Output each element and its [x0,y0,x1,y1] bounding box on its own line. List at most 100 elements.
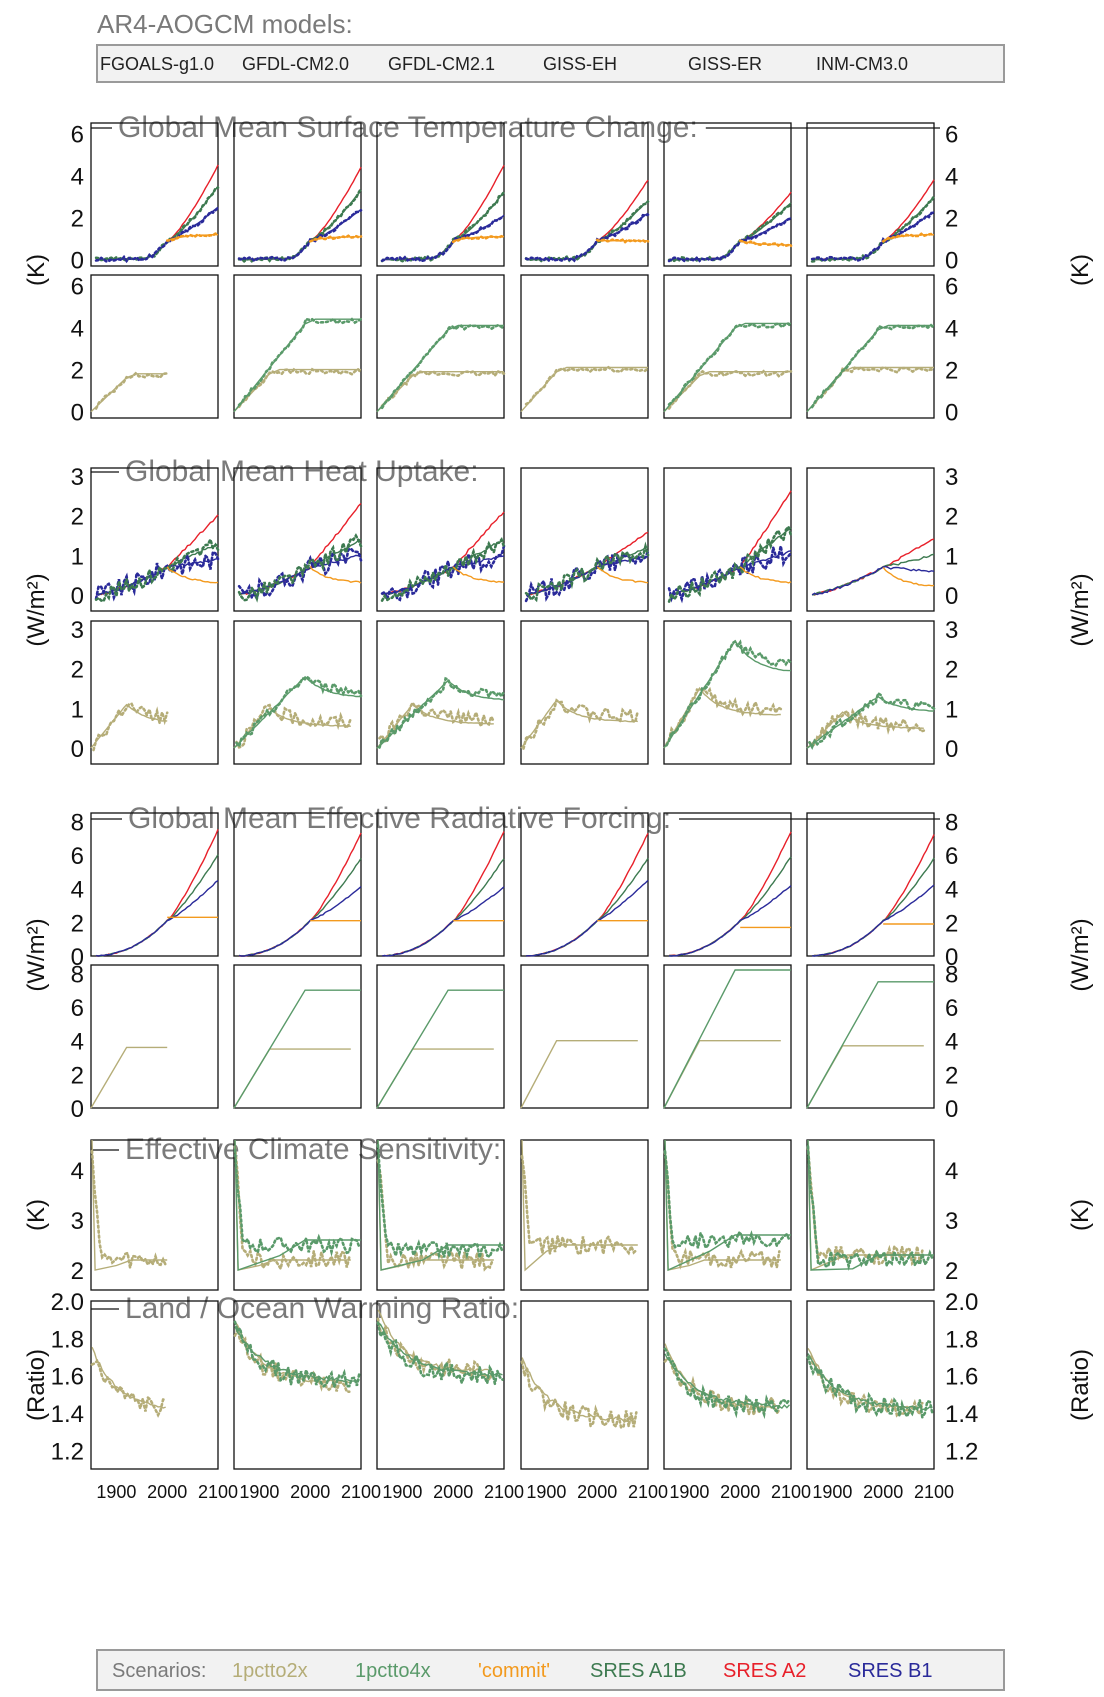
x-tick: 2000 [577,1482,617,1502]
1pctto4x-dotted [376,1143,504,1261]
y-tick-right: 0 [945,400,958,427]
panel-frame [806,620,935,765]
sres-b1-dotted [380,544,506,603]
y-tick-left: 1 [71,543,84,570]
model-name: GISS-ER [688,54,762,74]
panel [376,620,506,765]
1pctto2x-dotted [90,1149,167,1268]
section-title: Global Mean Surface Temperature Change: [118,111,698,144]
section-title: Effective Climate Sensitivity: [125,1133,501,1166]
1pctto2x-dotted [380,369,506,408]
1pctto2x-dotted [520,1154,638,1256]
panel [90,122,220,267]
1pctto2x-line [90,1046,168,1109]
panel-frame [806,964,935,1109]
panel [376,467,506,612]
y-tick-right: 6 [945,274,958,301]
sres-b1-line [95,880,219,957]
sres-b1-dotted [94,206,220,264]
commit-dotted [451,234,506,244]
1pctto4x-dotted [806,1355,934,1421]
y-tick-left: 4 [71,1029,84,1056]
y-tick-right: 3 [945,617,958,644]
panel [90,467,220,612]
panel [806,122,936,267]
panel [90,1139,219,1291]
panel [90,964,219,1109]
sres-a2-line [239,832,362,957]
legend-item: SRES A2 [723,1660,806,1682]
legend-item: 1pctto4x [355,1660,431,1682]
sres-b1-line [382,555,505,595]
sres-a2-line [669,831,792,957]
panel-frame [663,964,792,1109]
legend-item: 1pctto2x [232,1660,308,1682]
section-title: Land / Ocean Warming Ratio: [125,1292,519,1325]
y-tick-left: 3 [71,464,84,491]
panel-frame [806,274,935,419]
panel-frame [520,1300,649,1470]
sres-b1-line [525,555,649,597]
legend-items: 1pctto2x 1pctto4x 'commit' SRES A1B SRES A2 S… [232,1660,932,1682]
panel [233,964,362,1109]
model-name: GFDL-CM2.0 [242,54,349,74]
y-tick-right: 4 [945,1158,958,1185]
panel [233,812,362,957]
y-tick-right: 1.6 [945,1364,978,1391]
panel-frame [806,467,935,612]
y-tick-right: 6 [945,122,958,149]
panel-frame [376,1300,505,1470]
sres-a2-line [382,831,505,957]
1pctto2x-line [664,1139,781,1271]
sres-b1-line [238,886,362,957]
panel [520,1300,649,1470]
1pctto4x-line [664,1139,791,1272]
panel-frame [233,274,362,419]
sres-a1b-dotted [380,537,506,602]
panels [90,122,936,1470]
panel-frame [233,1300,362,1470]
x-tick: 2100 [771,1482,811,1502]
1pctto4x-line [233,989,361,1109]
y-label-left: (W/m²) [23,573,50,646]
x-tick: 2100 [484,1482,524,1502]
y-tick-right: 6 [945,843,958,870]
panel [663,1300,792,1470]
x-tick: 2000 [863,1482,903,1502]
y-tick-right: 4 [945,1029,958,1056]
y-tick-left: 8 [71,809,84,836]
y-tick-right: 4 [945,164,958,191]
x-tick: 2100 [341,1482,381,1502]
y-tick-right: 0 [945,736,958,763]
1pctto4x-dotted [237,317,363,407]
y-tick-left: 8 [71,961,84,988]
y-tick-left: 2 [71,910,84,937]
sres-a1b-dotted [667,523,793,603]
y-tick-left: 2 [71,504,84,531]
y-tick-left: 6 [71,274,84,301]
panel-frame [663,122,792,267]
y-tick-right: 6 [945,995,958,1022]
panel [663,274,793,419]
y-tick-left: 6 [71,995,84,1022]
panel [806,812,935,957]
panel-frame [806,812,935,957]
1pctto2x-dotted [806,1146,924,1267]
y-tick-left: 4 [71,316,84,343]
model-name: INM-CM3.0 [816,54,908,74]
x-tick-labels: 1900 2000 2100 1900 2000 2100 1900 2000 2100 1900… [96,1482,954,1502]
x-tick: 1900 [526,1482,566,1502]
y-tick-left: 0 [71,944,84,971]
panel-frame [806,1300,935,1470]
y-label-right: (W/m²) [1067,918,1094,991]
sres-a2-line [526,179,649,261]
model-name: FGOALS-g1.0 [100,54,214,74]
x-tick: 1900 [96,1482,136,1502]
x-tick: 2000 [290,1482,330,1502]
1pctto4x-dotted [667,322,793,406]
y-tick-right: 2 [945,206,958,233]
y-tick-left: 6 [71,122,84,149]
y-tick-left: 2 [71,657,84,684]
panel [806,620,936,765]
